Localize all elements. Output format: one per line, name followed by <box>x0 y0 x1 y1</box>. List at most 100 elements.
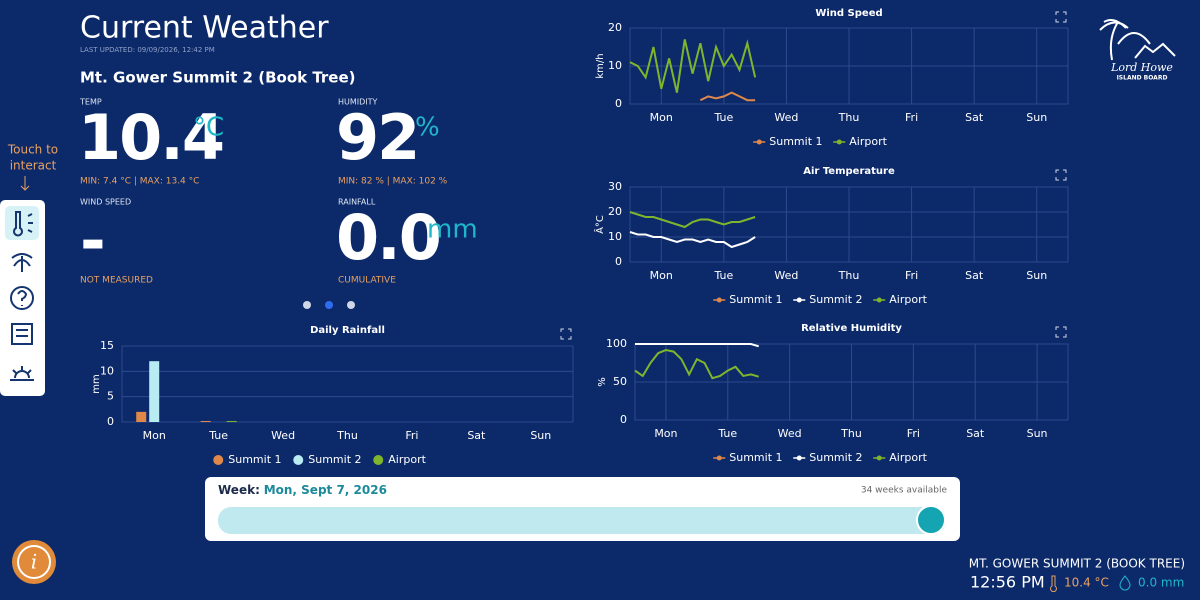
hint-arrow <box>20 176 30 191</box>
series-line <box>699 91 756 102</box>
sidebar-active[interactable] <box>5 206 39 240</box>
legend-label: Summit 1 <box>228 453 281 466</box>
x-tick-label: Sun <box>1026 111 1047 124</box>
y-axis-label: % <box>597 377 608 387</box>
legend-marker <box>716 455 722 461</box>
chart-title: Relative Humidity <box>801 323 902 334</box>
week-date: Mon, Sept 7, 2026 <box>264 483 387 497</box>
sidebar-icons <box>10 211 34 381</box>
slider-knob[interactable] <box>916 505 946 535</box>
x-tick-label: Wed <box>774 111 798 124</box>
x-tick-label: Sun <box>530 429 551 442</box>
week-slider[interactable] <box>218 507 946 534</box>
hint: interact <box>10 159 57 173</box>
chart-title: Daily Rainfall <box>310 325 385 336</box>
humidity-value: 92 <box>336 101 418 174</box>
humidity-minmax: MIN: 82 % | MAX: 102 % <box>338 177 448 187</box>
logo-name: Lord Howe <box>1110 61 1173 74</box>
y-tick-label: 20 <box>608 21 622 34</box>
footer-station: MT. GOWER SUMMIT 2 (BOOK TREE) <box>969 557 1185 571</box>
page-dot[interactable] <box>347 301 355 309</box>
x-tick-label: Wed <box>778 427 802 440</box>
y-tick-label: 30 <box>608 180 622 193</box>
y-axis-label: Â°C <box>593 215 606 234</box>
rainfall-value: 0.0 <box>336 201 440 274</box>
y-tick-label: 0 <box>615 97 622 110</box>
legend-label: Summit 2 <box>809 293 862 306</box>
legend-label: Airport <box>889 293 927 306</box>
x-tick-label: Fri <box>905 111 918 124</box>
legend-label: Summit 1 <box>729 451 782 464</box>
info-ring <box>17 545 51 579</box>
series-line <box>634 349 759 380</box>
footer-rain: 0.0 mm <box>1138 576 1184 590</box>
chart-title: Wind Speed <box>815 8 882 19</box>
expand-button[interactable] <box>1055 11 1067 23</box>
wind-note: NOT MEASURED <box>80 276 153 286</box>
rainfall-unit: mm <box>427 215 478 245</box>
x-tick-label: Fri <box>905 269 918 282</box>
legend-marker <box>373 455 384 465</box>
x-tick-label: Sat <box>966 427 985 440</box>
chart-title: Air Temperature <box>803 166 895 177</box>
x-tick-label: Tue <box>713 111 733 124</box>
legend-label: Airport <box>388 453 426 466</box>
x-tick-label: Fri <box>907 427 920 440</box>
legend-marker <box>716 297 722 303</box>
expand-button[interactable] <box>1055 326 1067 338</box>
legend-marker <box>796 455 802 461</box>
y-tick-label: 0 <box>615 255 622 268</box>
x-tick-label: Tue <box>717 427 737 440</box>
legend-label: Airport <box>849 135 887 148</box>
bar <box>136 411 147 422</box>
bar <box>200 420 211 422</box>
legend-marker <box>796 297 802 303</box>
series-line <box>629 211 756 229</box>
rainfall-label: RAINFALL <box>338 198 376 207</box>
x-tick-label: Fri <box>405 429 418 442</box>
thermo-icon <box>1050 575 1057 593</box>
footer-time: 12:56 PM <box>970 573 1045 592</box>
legend-label: Summit 2 <box>809 451 862 464</box>
expand-button[interactable] <box>1055 169 1067 181</box>
y-tick-label: 50 <box>613 375 627 388</box>
logo-sub: ISLAND BOARD <box>1117 75 1168 82</box>
legend-marker <box>756 139 762 145</box>
x-tick-label: Thu <box>336 429 358 442</box>
y-tick-label: 0 <box>620 413 627 426</box>
y-axis-label: km/h <box>595 53 606 78</box>
week-label: Week: <box>218 483 260 497</box>
legend-marker <box>293 455 304 465</box>
last-updated: LAST UPDATED: 09/09/2026, 12:42 PM <box>80 46 215 54</box>
expand-button[interactable] <box>560 328 572 340</box>
x-tick-label: Thu <box>838 111 860 124</box>
legend-marker <box>876 297 882 303</box>
info-icon: i <box>31 550 37 574</box>
y-tick-label: 10 <box>608 230 622 243</box>
x-tick-label: Tue <box>713 269 733 282</box>
temp-minmax: MIN: 7.4 °C | MAX: 13.4 °C <box>80 177 199 187</box>
humidity-unit: % <box>415 113 440 143</box>
bar <box>226 420 237 422</box>
legend-marker <box>213 455 224 465</box>
station-name: Mt. Gower Summit 2 (Book Tree) <box>80 69 356 87</box>
drop-icon <box>1119 575 1131 591</box>
series-line <box>629 231 756 249</box>
series-line <box>629 39 757 93</box>
y-tick-label: 20 <box>608 205 622 218</box>
x-tick-label: Sun <box>1027 427 1048 440</box>
x-tick-label: Mon <box>650 111 673 124</box>
page-dot[interactable] <box>325 301 333 309</box>
page-dot[interactable] <box>303 301 311 309</box>
legend-label: Summit 1 <box>729 293 782 306</box>
logo-art <box>1099 19 1176 61</box>
legend-label: Summit 2 <box>308 453 361 466</box>
wind-label: WIND SPEED <box>80 198 131 207</box>
legend-marker <box>876 455 882 461</box>
footer-temp: 10.4 °C <box>1064 576 1109 590</box>
rainfall-note: CUMULATIVE <box>338 276 396 286</box>
weeks-available: 34 weeks available <box>861 486 948 496</box>
humidity-label: HUMIDITY <box>338 98 378 107</box>
x-tick-label: Thu <box>838 269 860 282</box>
